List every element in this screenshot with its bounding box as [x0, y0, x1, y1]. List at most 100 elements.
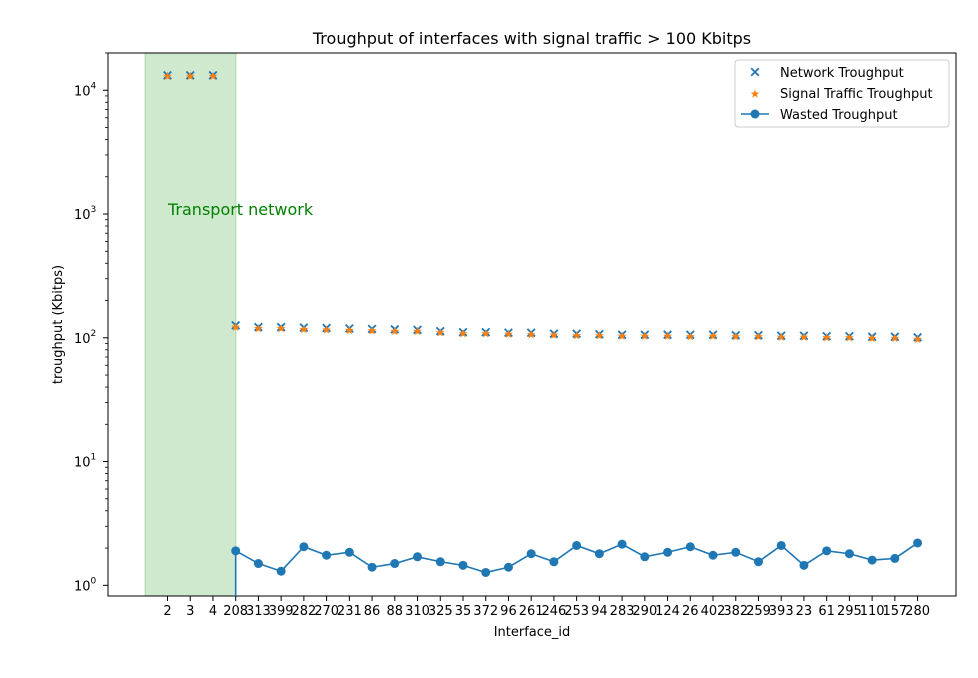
x-tick-label: 372: [473, 604, 498, 619]
signal-point: [185, 71, 195, 81]
highlight-band: [144, 52, 237, 597]
signal-point: [867, 333, 877, 342]
x-tick-label: 157: [882, 604, 907, 619]
legend-label: Wasted Troughput: [780, 108, 898, 123]
x-tick-label: 23: [796, 604, 813, 619]
signal-point: [549, 330, 559, 339]
plot-frame: [107, 52, 957, 597]
legend-signal-marker: [750, 89, 760, 98]
wasted-point: [731, 547, 741, 557]
x-tick-label: 246: [541, 604, 566, 619]
x-tick-label: 124: [655, 604, 680, 619]
signal-point: [776, 332, 786, 341]
signal-point: [458, 329, 468, 338]
x-tick-label: 88: [387, 604, 404, 619]
x-tick-label: 290: [632, 604, 657, 619]
wasted-point: [481, 567, 491, 577]
signal-point: [913, 334, 922, 344]
signal-point: [367, 326, 377, 335]
legend-label: Signal Traffic Troughput: [780, 87, 933, 102]
signal-point: [254, 323, 263, 333]
wasted-point: [367, 562, 377, 572]
signal-point: [617, 331, 627, 340]
signal-point: [640, 331, 650, 340]
signal-point: [685, 332, 695, 341]
x-tick-label: 208: [223, 604, 248, 619]
wasted-point: [572, 540, 582, 550]
x-tick-label: 3: [186, 604, 194, 619]
signal-point: [663, 331, 672, 340]
wasted-point: [344, 547, 354, 557]
wasted-point: [549, 557, 559, 567]
wasted-point: [822, 546, 832, 556]
x-tick-label: 253: [564, 604, 589, 619]
wasted-point: [685, 542, 695, 552]
wasted-point: [435, 557, 445, 567]
x-tick-label: 295: [837, 604, 862, 619]
signal-point: [481, 329, 491, 338]
x-tick-label: 402: [701, 604, 726, 619]
x-tick-label: 325: [428, 604, 453, 619]
legend-wasted-marker: [750, 109, 760, 119]
signal-point: [708, 331, 718, 340]
wasted-point: [617, 539, 627, 549]
signal-point: [799, 332, 809, 341]
signal-point: [890, 333, 900, 342]
x-tick-label: 231: [337, 604, 362, 619]
x-axis-label: Interface_id: [494, 625, 571, 640]
signal-point: [231, 322, 241, 331]
wasted-point: [753, 557, 763, 567]
x-tick-label: 270: [314, 604, 339, 619]
signal-point: [572, 331, 582, 340]
x-tick-label: 35: [455, 604, 472, 619]
wasted-point: [276, 566, 286, 576]
signal-point: [163, 71, 172, 81]
wasted-point: [390, 559, 400, 569]
legend-network-marker: [750, 67, 760, 77]
wasted-point: [231, 546, 241, 556]
signal-point: [731, 332, 741, 341]
x-tick-label: 310: [405, 604, 430, 619]
x-tick-label: 313: [246, 604, 271, 619]
legend-label: Network Troughput: [780, 66, 904, 81]
x-tick-label: 393: [769, 604, 794, 619]
signal-point: [845, 333, 854, 342]
x-tick-label: 261: [519, 604, 544, 619]
signal-point: [754, 332, 763, 341]
wasted-point: [253, 559, 263, 569]
x-tick-label: 96: [500, 604, 517, 619]
signal-point: [435, 328, 445, 337]
wasted-point: [663, 547, 673, 557]
wasted-point: [844, 549, 854, 559]
signal-point: [526, 330, 536, 339]
marks-layer: [163, 70, 923, 596]
x-tick-label: 382: [723, 604, 748, 619]
wasted-point: [799, 560, 809, 570]
y-axis-label: troughput (Kbitps): [51, 265, 66, 384]
legend-box: [734, 59, 950, 128]
wasted-point: [458, 560, 468, 570]
chart-title: Troughput of interfaces with signal traf…: [312, 29, 751, 48]
wasted-point: [890, 553, 900, 563]
signal-point: [322, 325, 331, 334]
wasted-point: [640, 552, 650, 562]
wasted-point: [776, 540, 786, 550]
x-tick-label: 86: [364, 604, 381, 619]
wasted-point: [503, 562, 513, 572]
highlight-layer: Transport network: [144, 52, 314, 597]
x-tick-label: 259: [746, 604, 771, 619]
x-tick-label: 280: [905, 604, 930, 619]
x-tick-label: 61: [818, 604, 835, 619]
signal-point: [208, 71, 218, 81]
x-tick-label: 282: [291, 604, 316, 619]
wasted-point: [413, 552, 423, 562]
signal-point: [413, 326, 422, 335]
signal-point: [299, 324, 309, 334]
legend: Network Troughput Signal Traffic Troughpu…: [734, 59, 950, 128]
signal-point: [390, 326, 400, 335]
wasted-point: [867, 555, 877, 565]
signal-point: [595, 331, 604, 340]
wasted-point: [322, 550, 332, 560]
